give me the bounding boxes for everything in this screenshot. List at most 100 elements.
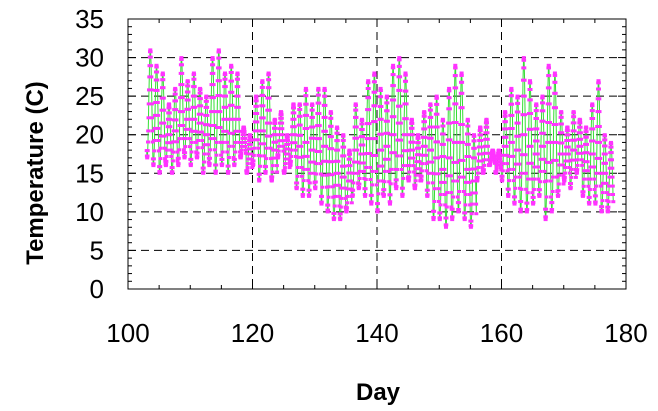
data-point bbox=[584, 126, 589, 130]
data-point bbox=[314, 137, 319, 141]
data-point bbox=[280, 121, 285, 125]
data-point bbox=[206, 152, 211, 156]
data-point bbox=[565, 126, 570, 130]
data-point bbox=[523, 153, 528, 157]
data-point bbox=[341, 134, 346, 138]
data-point bbox=[593, 200, 598, 204]
data-point bbox=[377, 132, 382, 136]
data-point bbox=[170, 170, 175, 174]
data-point bbox=[218, 126, 223, 129]
data-point bbox=[239, 151, 244, 155]
data-point bbox=[291, 103, 296, 107]
data-point bbox=[591, 117, 596, 120]
data-point bbox=[224, 94, 228, 98]
data-point bbox=[544, 179, 549, 183]
data-point bbox=[567, 166, 572, 169]
data-point bbox=[153, 88, 158, 92]
data-point bbox=[460, 123, 465, 126]
data-point bbox=[383, 157, 387, 161]
data-point bbox=[151, 157, 156, 161]
data-point bbox=[444, 216, 449, 220]
data-point bbox=[176, 162, 181, 166]
data-point bbox=[290, 125, 295, 129]
data-point bbox=[510, 140, 515, 144]
data-point bbox=[171, 129, 176, 133]
data-point bbox=[510, 113, 515, 117]
data-point bbox=[569, 182, 573, 185]
data-point bbox=[398, 104, 403, 108]
data-point bbox=[367, 122, 372, 126]
data-point bbox=[538, 144, 543, 148]
data-point bbox=[544, 160, 549, 164]
data-point bbox=[464, 167, 469, 171]
data-point bbox=[580, 163, 585, 167]
data-point bbox=[559, 122, 564, 126]
data-point bbox=[469, 219, 474, 223]
data-point bbox=[221, 105, 226, 109]
data-point bbox=[408, 133, 413, 137]
data-point bbox=[289, 155, 294, 158]
data-point bbox=[199, 121, 204, 125]
data-point bbox=[422, 114, 427, 118]
data-point bbox=[265, 121, 269, 125]
data-point bbox=[326, 208, 330, 212]
data-point bbox=[435, 125, 440, 129]
data-point bbox=[261, 129, 266, 133]
data-point bbox=[444, 223, 449, 227]
data-point bbox=[451, 160, 456, 164]
data-point bbox=[432, 172, 437, 176]
data-point bbox=[148, 55, 153, 59]
data-point bbox=[521, 56, 526, 60]
data-point bbox=[538, 180, 543, 184]
data-point bbox=[535, 127, 540, 131]
data-point bbox=[458, 140, 462, 144]
data-point bbox=[373, 90, 378, 94]
data-point bbox=[200, 139, 205, 142]
data-point bbox=[376, 164, 381, 168]
data-point bbox=[189, 157, 194, 161]
data-point bbox=[288, 159, 293, 163]
data-point bbox=[531, 195, 536, 199]
data-point bbox=[413, 173, 418, 177]
y-axis-title: Temperature (C) bbox=[22, 81, 49, 265]
data-point bbox=[538, 157, 543, 161]
data-point bbox=[429, 136, 434, 140]
data-point bbox=[459, 73, 464, 77]
data-point bbox=[236, 105, 241, 109]
data-point bbox=[410, 121, 415, 125]
data-point bbox=[486, 158, 491, 162]
data-point bbox=[304, 94, 309, 98]
data-point bbox=[405, 149, 410, 153]
data-point bbox=[288, 163, 293, 166]
data-point bbox=[411, 164, 416, 168]
data-point bbox=[588, 152, 593, 156]
data-point bbox=[279, 116, 284, 120]
data-point bbox=[192, 94, 197, 98]
data-point bbox=[342, 154, 347, 158]
data-point bbox=[400, 194, 405, 198]
data-point bbox=[417, 160, 422, 164]
data-point bbox=[234, 105, 239, 109]
data-point bbox=[242, 127, 247, 131]
data-point bbox=[538, 169, 543, 173]
data-point bbox=[587, 202, 592, 206]
data-point bbox=[476, 152, 481, 156]
data-point bbox=[436, 140, 440, 144]
data-point bbox=[456, 208, 461, 211]
data-point bbox=[570, 138, 575, 142]
data-point bbox=[282, 171, 287, 175]
data-point bbox=[567, 171, 572, 175]
data-point bbox=[184, 98, 189, 102]
data-point bbox=[277, 133, 282, 137]
data-point bbox=[358, 161, 363, 165]
data-point bbox=[603, 144, 608, 148]
data-point bbox=[445, 156, 450, 160]
data-point bbox=[295, 155, 300, 159]
data-point bbox=[155, 88, 160, 92]
data-point bbox=[379, 117, 384, 121]
data-point bbox=[448, 156, 453, 160]
data-point bbox=[508, 127, 513, 130]
data-point bbox=[192, 85, 197, 89]
data-point bbox=[491, 152, 496, 156]
data-point bbox=[207, 164, 212, 168]
